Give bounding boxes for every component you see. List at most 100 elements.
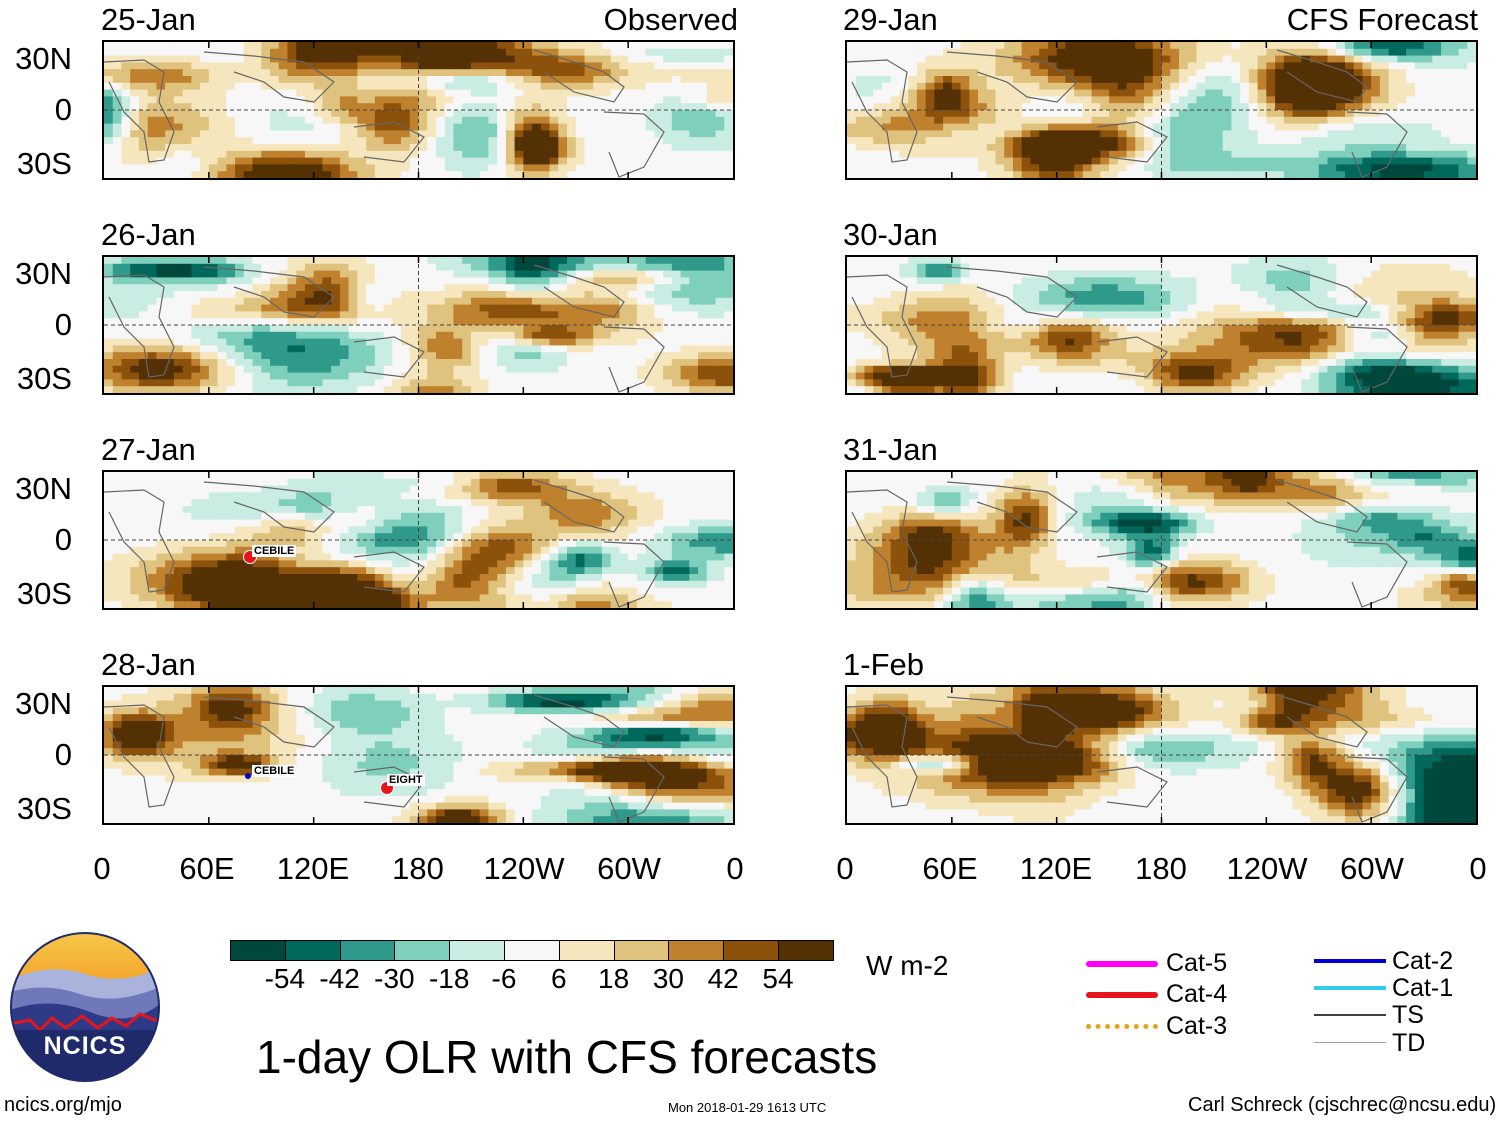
olr-cell	[593, 365, 603, 374]
olr-cell	[444, 601, 455, 608]
olr-cell	[104, 345, 114, 353]
olr-cell	[200, 485, 210, 493]
olr-cell	[715, 144, 725, 152]
olr-cell	[444, 150, 455, 159]
olr-cell	[226, 512, 236, 521]
olr-cell	[663, 359, 673, 367]
olr-cell	[339, 150, 350, 159]
olr-cell	[453, 123, 463, 131]
olr-cell	[392, 365, 402, 374]
olr-cell	[261, 110, 271, 118]
olr-cell	[296, 338, 306, 346]
olr-cell	[138, 137, 149, 145]
olr-cell	[715, 372, 725, 380]
olr-field	[104, 687, 733, 823]
olr-cell	[497, 89, 507, 97]
olr-cell	[287, 567, 297, 575]
olr-cell	[269, 478, 280, 487]
olr-cell	[532, 734, 542, 742]
olr-cell	[165, 574, 175, 582]
olr-cell	[628, 277, 638, 285]
olr-cell	[505, 123, 516, 131]
olr-cell	[104, 110, 114, 118]
olr-cell	[278, 359, 289, 367]
olr-cell	[654, 519, 664, 527]
olr-cell	[575, 540, 586, 548]
olr-cell	[470, 82, 481, 91]
olr-cell	[715, 331, 725, 340]
olr-cell	[567, 150, 577, 159]
olr-cell	[121, 345, 131, 353]
olr-cell	[401, 277, 411, 285]
olr-cell	[252, 331, 262, 340]
olr-cell	[418, 580, 428, 589]
olr-cell	[104, 359, 114, 367]
olr-cell	[366, 96, 376, 104]
olr-cell	[339, 257, 350, 265]
olr-cell	[147, 580, 158, 589]
olr-cell	[269, 601, 280, 608]
olr-cell	[243, 533, 254, 541]
olr-cell	[453, 96, 463, 104]
olr-cell	[645, 526, 655, 534]
olr-cell	[444, 587, 455, 595]
olr-cell	[217, 345, 227, 353]
olr-cell	[671, 338, 682, 346]
olr-cell	[724, 270, 733, 278]
olr-cell	[322, 601, 332, 608]
olr-cell	[418, 693, 428, 702]
olr-cell	[680, 365, 690, 374]
olr-cell	[453, 567, 463, 575]
olr-cell	[366, 48, 376, 57]
olr-cell	[261, 734, 271, 742]
olr-cell	[505, 144, 516, 152]
olr-cell	[715, 567, 725, 575]
olr-cell	[523, 587, 533, 595]
olr-cell	[173, 55, 184, 63]
olr-cell	[287, 700, 297, 708]
olr-cell	[619, 687, 629, 695]
olr-cell	[514, 270, 524, 278]
olr-cell	[488, 574, 498, 582]
olr-cell	[715, 580, 725, 589]
olr-cell	[200, 89, 210, 97]
olr-cell	[348, 304, 358, 312]
olr-cell	[357, 714, 367, 722]
olr-cell	[357, 277, 367, 285]
olr-cell	[470, 379, 481, 387]
olr-cell	[575, 546, 586, 555]
olr-cell	[278, 574, 289, 582]
olr-cell	[575, 512, 586, 521]
olr-cell	[243, 144, 254, 152]
olr-cell	[243, 727, 254, 736]
olr-cell	[130, 721, 140, 729]
olr-cell	[610, 48, 621, 57]
olr-cell	[427, 512, 437, 521]
olr-cell	[680, 82, 690, 91]
olr-cell	[540, 318, 551, 326]
olr-cell	[523, 478, 533, 487]
olr-cell	[532, 55, 542, 63]
olr-cell	[479, 82, 489, 91]
olr-cell	[278, 526, 289, 534]
olr-cell	[636, 96, 647, 104]
olr-cell	[173, 48, 184, 57]
olr-cell	[401, 386, 411, 393]
olr-cell	[287, 687, 297, 695]
olr-cell	[654, 365, 664, 374]
olr-cell	[138, 345, 149, 353]
olr-cell	[470, 533, 481, 541]
olr-cell	[479, 492, 489, 500]
olr-cell	[645, 560, 655, 568]
olr-cell	[418, 345, 428, 353]
olr-cell	[165, 171, 175, 178]
olr-cell	[235, 485, 245, 493]
olr-cell	[427, 157, 437, 165]
olr-cell	[313, 594, 324, 602]
olr-cell	[322, 304, 332, 312]
olr-cell	[601, 318, 612, 326]
olr-cell	[200, 540, 210, 548]
olr-cell	[418, 574, 428, 582]
olr-cell	[112, 42, 123, 50]
olr-cell	[331, 386, 341, 393]
